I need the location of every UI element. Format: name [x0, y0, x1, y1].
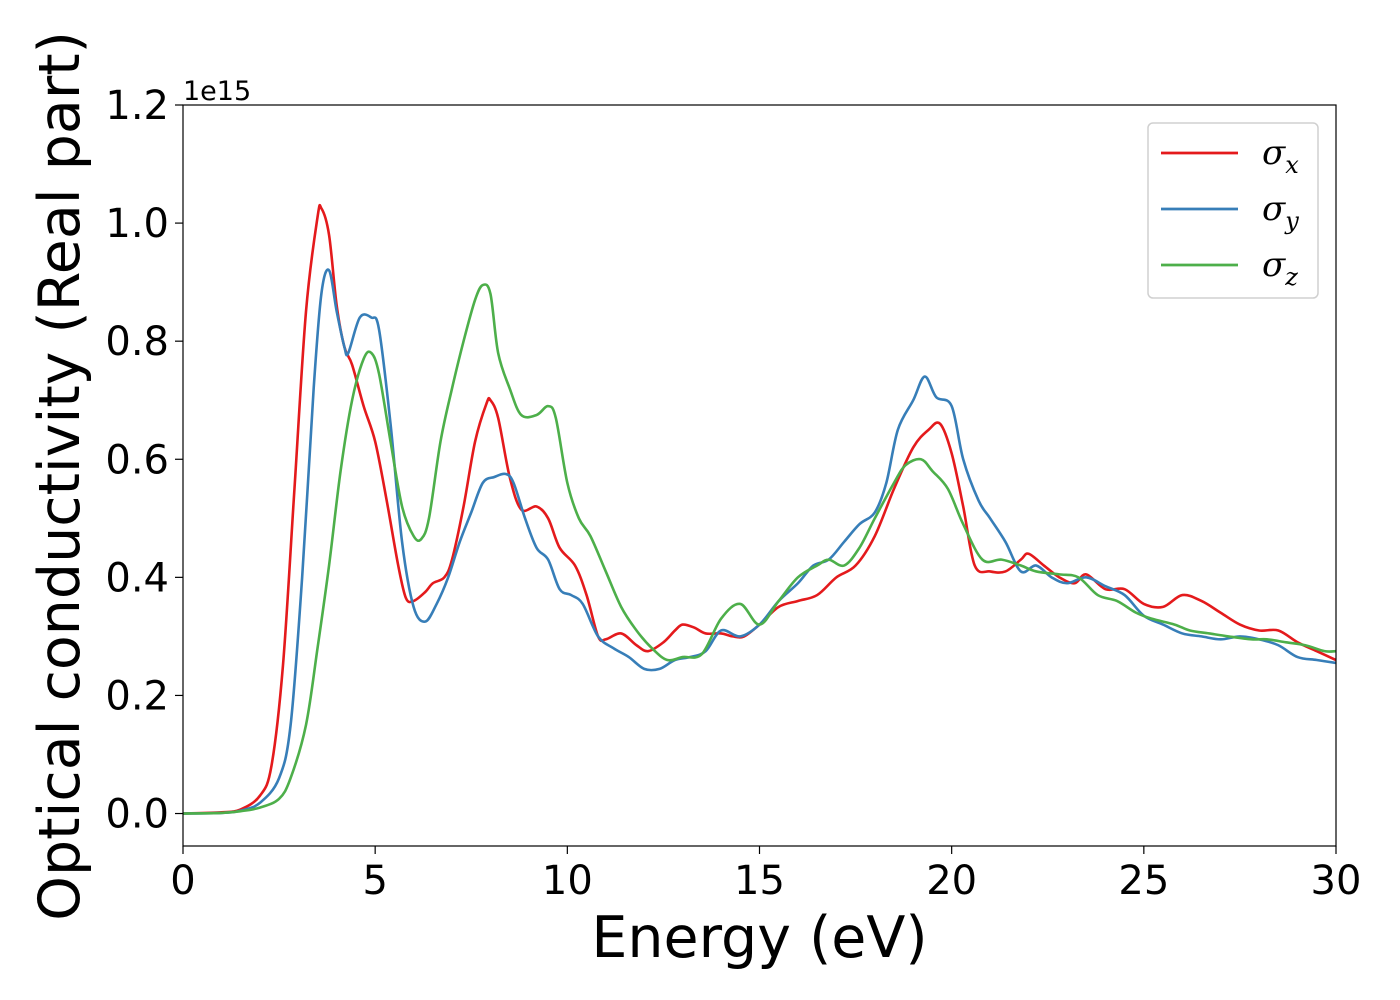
legend-label-y: σy: [1262, 189, 1299, 235]
series-line-y: [183, 268, 1336, 815]
x-tick-label: 0: [170, 858, 195, 904]
y-tick-label: 0.2: [105, 673, 169, 719]
series-layer: [183, 203, 1336, 815]
x-tick-label: 10: [542, 858, 593, 904]
x-tick-label: 20: [926, 858, 977, 904]
legend-label-z: σz: [1262, 245, 1298, 291]
y-axis: 0.0 0.2 0.4 0.6 0.8 1.0 1.2: [105, 83, 183, 838]
x-axis-title: Energy (eV): [591, 905, 927, 971]
x-tick-label: 30: [1311, 858, 1362, 904]
y-axis-title: Optical conductivity (Real part): [27, 31, 93, 921]
plot-area-background: [183, 105, 1336, 846]
legend-frame: [1147, 122, 1319, 299]
legend-label-x: σx: [1262, 133, 1299, 179]
x-tick-label: 5: [362, 858, 387, 904]
series-line-z: [183, 283, 1336, 815]
y-tick-label: 0.4: [105, 555, 169, 601]
y-tick-label: 0.8: [105, 319, 169, 365]
y-tick-label: 1.0: [105, 201, 169, 247]
x-axis: 0 5 10 15 20 25 30: [170, 846, 1361, 904]
y-offset-label: 1e15: [183, 76, 251, 107]
legend: σx σy σz: [1147, 122, 1319, 299]
x-tick-label: 15: [734, 858, 785, 904]
x-tick-label: 25: [1118, 858, 1169, 904]
y-tick-label: 0.0: [105, 792, 169, 838]
y-tick-label: 1.2: [105, 83, 169, 129]
y-tick-label: 0.6: [105, 437, 169, 483]
